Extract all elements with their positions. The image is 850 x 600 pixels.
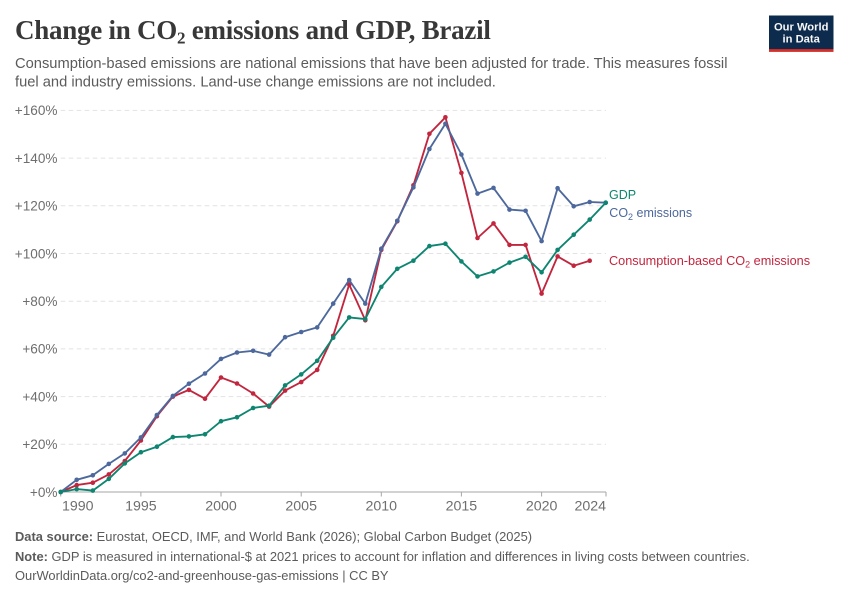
svg-text:OurWorldinData.org/co2-and-gre: OurWorldinData.org/co2-and-greenhouse-ga… xyxy=(15,568,389,583)
svg-text:2024: 2024 xyxy=(574,499,606,515)
svg-text:+120%: +120% xyxy=(15,199,58,214)
svg-text:+0%: +0% xyxy=(30,485,58,500)
svg-text:2000: 2000 xyxy=(205,499,237,515)
svg-text:2020: 2020 xyxy=(526,499,558,515)
svg-text:Consumption-based emissions ar: Consumption-based emissions are national… xyxy=(15,56,727,72)
svg-text:+20%: +20% xyxy=(22,437,57,452)
svg-text:1990: 1990 xyxy=(62,499,94,515)
svg-text:Our World: Our World xyxy=(774,22,829,34)
svg-text:Data source: Eurostat, OECD, I: Data source: Eurostat, OECD, IMF, and Wo… xyxy=(15,529,532,544)
svg-text:fuel and industry emissions. L: fuel and industry emissions. Land-use ch… xyxy=(15,75,496,91)
svg-text:in Data: in Data xyxy=(783,34,821,46)
svg-text:+80%: +80% xyxy=(22,294,57,309)
svg-text:CO2 emissions: CO2 emissions xyxy=(609,206,692,222)
svg-text:GDP: GDP xyxy=(609,188,636,202)
svg-text:Consumption-based CO2 emission: Consumption-based CO2 emissions xyxy=(609,254,810,270)
svg-text:2005: 2005 xyxy=(285,499,317,515)
svg-text:Note: GDP is measured in inter: Note: GDP is measured in international-$… xyxy=(15,549,750,564)
svg-text:2015: 2015 xyxy=(446,499,478,515)
svg-text:+140%: +140% xyxy=(15,151,58,166)
svg-text:1995: 1995 xyxy=(125,499,157,515)
svg-text:Change in CO2 emissions and GD: Change in CO2 emissions and GDP, Brazil xyxy=(15,15,491,48)
svg-text:+100%: +100% xyxy=(15,246,58,261)
svg-text:+160%: +160% xyxy=(15,103,58,118)
svg-text:+60%: +60% xyxy=(22,342,57,357)
svg-text:+40%: +40% xyxy=(22,389,57,404)
svg-text:2010: 2010 xyxy=(366,499,398,515)
